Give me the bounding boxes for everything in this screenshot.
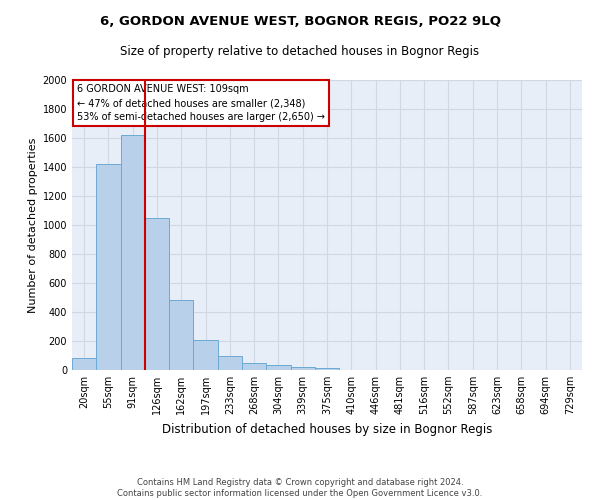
Bar (193, 340, 218, 370)
Text: Contains HM Land Registry data © Crown copyright and database right 2024.
Contai: Contains HM Land Registry data © Crown c… (118, 478, 482, 498)
Bar (169, 300, 193, 370)
Bar (218, 356, 242, 370)
Text: Size of property relative to detached houses in Bognor Regis: Size of property relative to detached ho… (121, 45, 479, 58)
Text: 6 GORDON AVENUE WEST: 109sqm
← 47% of detached houses are smaller (2,348)
53% of: 6 GORDON AVENUE WEST: 109sqm ← 47% of de… (77, 84, 325, 122)
X-axis label: Distribution of detached houses by size in Bognor Regis: Distribution of detached houses by size … (162, 422, 492, 436)
Bar (121, 135, 145, 370)
Y-axis label: Number of detached properties: Number of detached properties (28, 138, 38, 312)
Bar (145, 218, 169, 370)
Bar (242, 364, 266, 370)
Bar (96, 164, 121, 370)
Bar (72, 358, 96, 370)
Bar (290, 367, 315, 370)
Text: 6, GORDON AVENUE WEST, BOGNOR REGIS, PO22 9LQ: 6, GORDON AVENUE WEST, BOGNOR REGIS, PO2… (100, 15, 500, 28)
Bar (315, 368, 339, 370)
Bar (266, 365, 290, 370)
